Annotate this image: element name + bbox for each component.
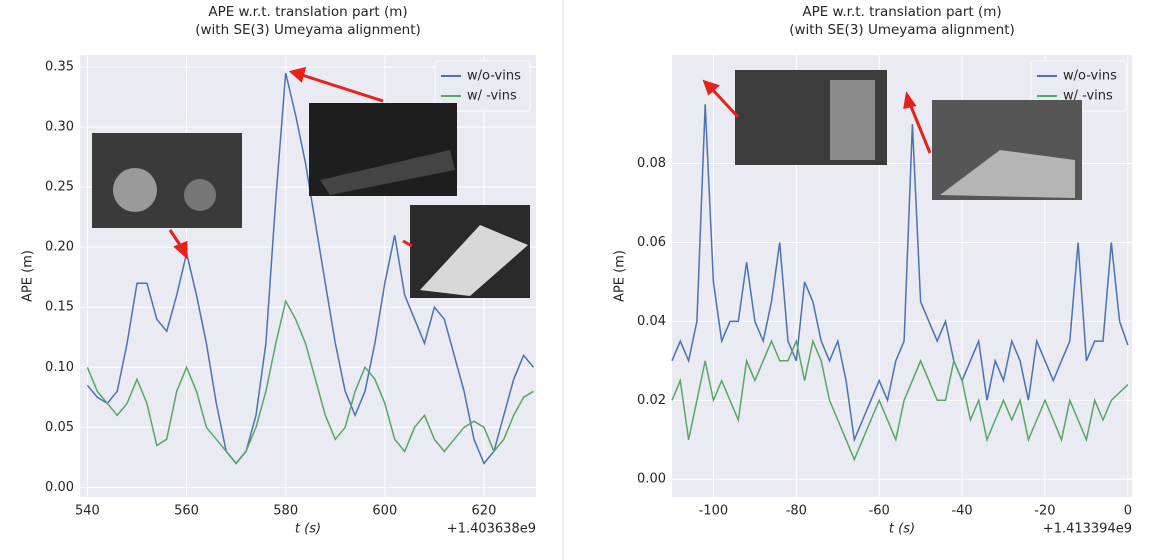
x-tick-label: -100 bbox=[699, 504, 729, 519]
arrow bbox=[710, 87, 740, 119]
photo-detail bbox=[184, 179, 216, 211]
arrow-head bbox=[173, 240, 188, 260]
legend-label: w/ -vins bbox=[1063, 89, 1113, 104]
y-tick-label: 0.02 bbox=[637, 393, 666, 408]
arrow bbox=[301, 73, 384, 103]
y-axis-label: APE (m) bbox=[21, 250, 36, 302]
y-tick-label: 0.30 bbox=[45, 120, 74, 135]
x-tick-label: 560 bbox=[174, 504, 199, 519]
y-tick-label: 0.08 bbox=[637, 156, 666, 171]
x-offset-text: +1.413394e9 bbox=[1043, 522, 1132, 537]
photo-detail bbox=[113, 168, 157, 212]
x-tick-label: 580 bbox=[273, 504, 298, 519]
arrow-head bbox=[903, 91, 917, 109]
x-tick-label: 620 bbox=[472, 504, 497, 519]
insets bbox=[92, 70, 1082, 298]
y-tick-label: 0.00 bbox=[45, 480, 74, 495]
inset-photo bbox=[92, 133, 242, 228]
y-tick-label: 0.06 bbox=[637, 235, 666, 250]
y-tick-label: 0.10 bbox=[45, 360, 74, 375]
plots: APE w.r.t. translation part (m) (with SE(… bbox=[21, 4, 1132, 537]
y-tick-label: 0.20 bbox=[45, 240, 74, 255]
legend-label: w/ -vins bbox=[467, 89, 517, 104]
legend-label: w/o-vins bbox=[467, 69, 521, 84]
arrows bbox=[168, 66, 932, 260]
series-line bbox=[671, 338, 1129, 462]
x-tick-label: -80 bbox=[786, 504, 807, 519]
chart-title: APE w.r.t. translation part (m) bbox=[802, 4, 1001, 20]
y-tick-label: 0.35 bbox=[45, 60, 74, 75]
photo-detail bbox=[940, 150, 1075, 198]
arrow bbox=[908, 103, 932, 154]
x-tick-label: 0 bbox=[1124, 504, 1132, 519]
y-tick-label: 0.15 bbox=[45, 300, 74, 315]
legend-box bbox=[434, 60, 531, 112]
chart-subtitle: (with SE(3) Umeyama alignment) bbox=[195, 22, 421, 38]
arrow-head bbox=[702, 79, 720, 96]
x-axis-label: t (s) bbox=[295, 522, 321, 537]
x-axis-label: t (s) bbox=[889, 522, 915, 537]
x-tick-label: -60 bbox=[869, 504, 890, 519]
y-tick-label: 0.04 bbox=[637, 314, 666, 329]
photo-detail bbox=[320, 150, 455, 195]
y-tick-label: 0.25 bbox=[45, 180, 74, 195]
photo-detail bbox=[420, 225, 528, 296]
x-tick-label: 600 bbox=[372, 504, 397, 519]
x-tick-label: 540 bbox=[75, 504, 100, 519]
series-line bbox=[671, 104, 1129, 443]
chart-subtitle: (with SE(3) Umeyama alignment) bbox=[789, 22, 1015, 38]
series-line bbox=[86, 299, 534, 465]
x-tick-label: -20 bbox=[1034, 504, 1055, 519]
x-offset-text: +1.403638e9 bbox=[447, 522, 536, 537]
legend-label: w/o-vins bbox=[1063, 69, 1117, 84]
chart-title: APE w.r.t. translation part (m) bbox=[208, 4, 407, 20]
arrow-head bbox=[288, 66, 307, 83]
y-tick-label: 0.05 bbox=[45, 420, 74, 435]
arrow bbox=[402, 239, 413, 248]
x-tick-label: -40 bbox=[951, 504, 972, 519]
y-axis-label: APE (m) bbox=[613, 250, 628, 302]
photo-detail bbox=[830, 80, 875, 160]
y-tick-label: 0.00 bbox=[637, 472, 666, 487]
chart: APE w.r.t. translation part (m) (with SE(… bbox=[21, 4, 536, 537]
